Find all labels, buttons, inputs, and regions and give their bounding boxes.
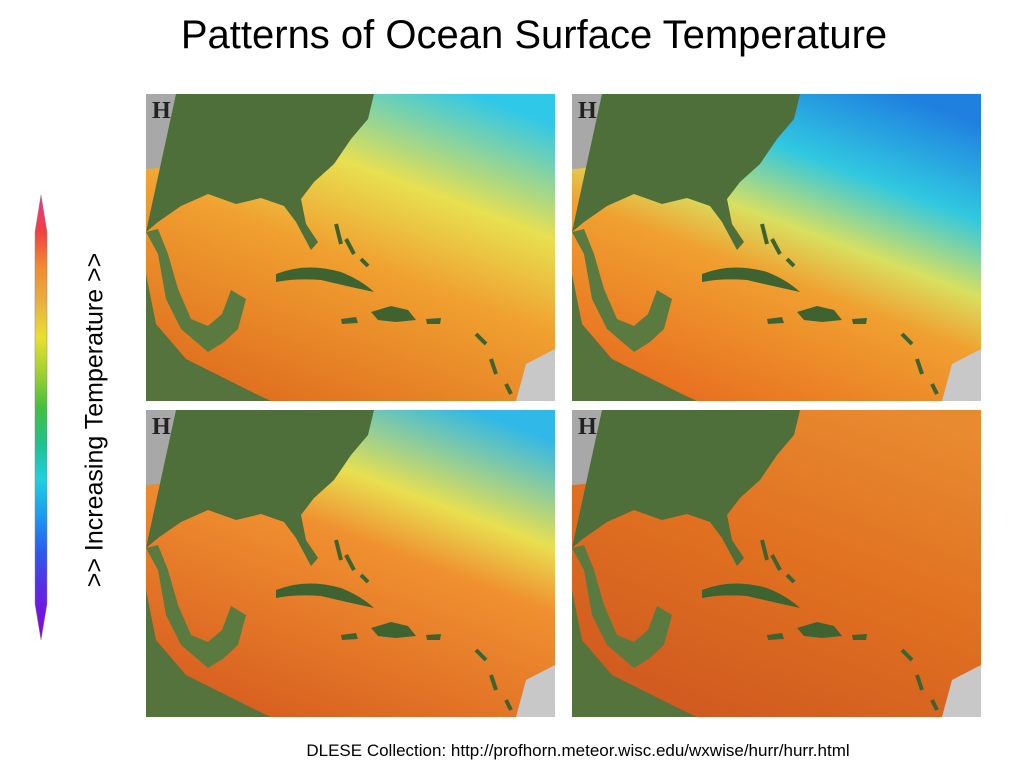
map-marker: H: [152, 98, 171, 124]
map-marker: H: [152, 414, 171, 440]
map-marker: H: [578, 414, 597, 440]
footer-source: DLESE Collection: http://profhorn.meteor…: [306, 741, 849, 760]
sst-map: H: [146, 410, 555, 717]
colorbar: [34, 194, 48, 641]
sst-map: H: [146, 94, 555, 401]
map-marker: H: [578, 98, 597, 124]
map-grid: H H H H: [146, 94, 981, 717]
colorbar-label: >> Increasing Temperature >>: [81, 253, 109, 587]
sst-map: H: [572, 410, 981, 717]
sst-map: H: [572, 94, 981, 401]
slide-title: Patterns of Ocean Surface Temperature: [181, 13, 887, 57]
